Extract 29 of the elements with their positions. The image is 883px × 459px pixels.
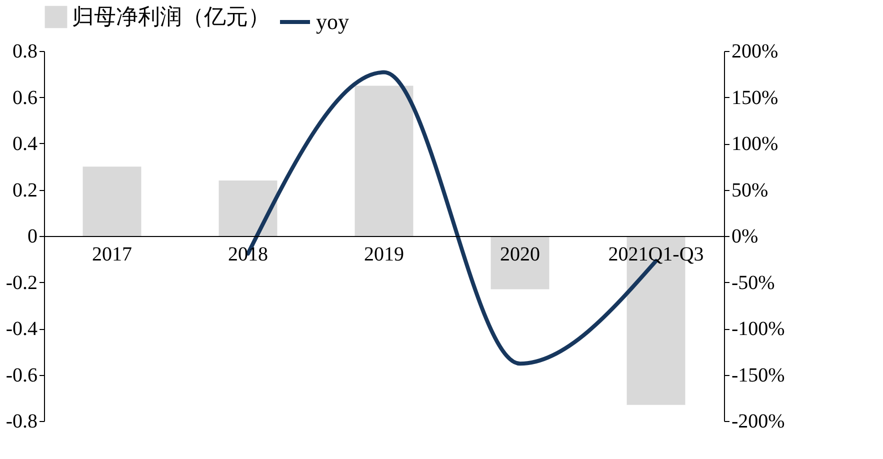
legend-label: yoy (316, 9, 349, 34)
y-tick-label: 0.6 (12, 86, 38, 109)
y2-tick-label: 100% (732, 133, 778, 155)
y2-tick-label: -150% (732, 364, 785, 386)
y-tick-label: -0.8 (6, 410, 38, 432)
x-tick-label: 2020 (500, 244, 540, 266)
y2-tick-label: 200% (732, 40, 778, 62)
x-tick-label: 2019 (364, 244, 404, 266)
x-tick-label: 2021Q1-Q3 (608, 244, 704, 266)
bar (354, 86, 414, 236)
y-tick-label: -0.6 (6, 364, 38, 386)
y2-tick-label: 50% (732, 179, 768, 202)
y-tick-label: 0.2 (12, 179, 38, 202)
bar (82, 166, 142, 236)
bar (218, 180, 278, 236)
y-tick-label: 0.4 (12, 133, 38, 155)
y-tick-label: 0 (28, 226, 38, 248)
y2-tick-label: 0% (732, 226, 758, 248)
bar (490, 236, 550, 290)
legend-label: 归母净利润（亿元） (72, 4, 270, 29)
y-tick-label: 0.8 (12, 40, 38, 62)
y-tick-label: -0.2 (6, 272, 38, 294)
y2-tick-label: -200% (732, 410, 785, 432)
x-tick-label: 2018 (228, 244, 268, 266)
y2-tick-label: -100% (732, 318, 785, 340)
y2-tick-label: -50% (732, 272, 775, 294)
y2-tick-label: 150% (732, 86, 778, 109)
y-tick-label: -0.4 (6, 318, 38, 340)
x-tick-label: 2017 (92, 244, 132, 266)
